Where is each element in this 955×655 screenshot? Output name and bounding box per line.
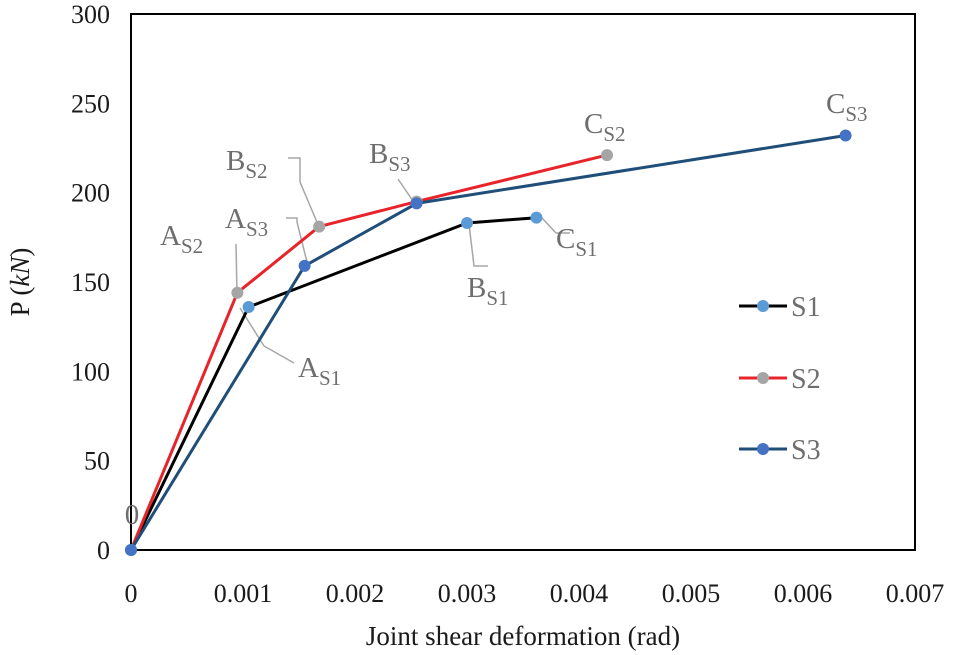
x-tick-label: 0 — [125, 579, 138, 608]
plot-frame — [130, 13, 916, 551]
data-point-s3 — [839, 129, 852, 142]
point-label-c-s2: CS2 — [584, 108, 626, 146]
y-tick-label: 100 — [71, 357, 110, 386]
x-axis-title: Joint shear deformation (rad) — [366, 621, 680, 651]
point-label-c-s1: CS1 — [556, 223, 598, 261]
annotation-leader — [468, 223, 488, 267]
point-label-a-s1: AS1 — [298, 352, 341, 390]
point-label-b-s3: BS3 — [369, 138, 411, 176]
x-tick-label: 0.006 — [774, 579, 833, 608]
y-axis-ticks: 0 50 100 150 200 250 300 — [71, 0, 110, 565]
legend-label-s1: S1 — [791, 292, 821, 323]
annotation-leader — [235, 243, 238, 295]
y-tick-label: 300 — [71, 0, 110, 29]
point-label-b-s1: BS1 — [467, 272, 509, 310]
x-tick-label: 0.003 — [438, 579, 497, 608]
series-line-s3 — [129, 134, 846, 551]
y-tick-label: 200 — [71, 179, 110, 208]
x-axis-ticks: 0 0.001 0.002 0.003 0.004 0.005 0.006 0.007 — [125, 579, 945, 608]
data-point-s1 — [530, 211, 543, 224]
x-tick-label: 0.002 — [326, 579, 385, 608]
point-label-c-s3: CS3 — [826, 88, 868, 126]
data-point-s2 — [313, 220, 326, 233]
data-point-s1 — [242, 301, 255, 314]
data-point-s2 — [601, 149, 613, 162]
data-point-s3 — [125, 544, 137, 556]
legend-marker-s2 — [757, 372, 769, 384]
y-tick-label: 50 — [84, 447, 110, 476]
y-tick-label: 250 — [71, 89, 110, 118]
plot-area — [130, 13, 916, 551]
point-label-b-s2: BS2 — [226, 145, 268, 183]
point-label-a-s2: AS2 — [160, 220, 203, 258]
annotation-leader — [288, 157, 320, 228]
data-point-s1 — [461, 217, 473, 230]
point-annotations: AS1 BS1 CS1 AS2 BS2 CS2 AS3 BS3 CS3 — [160, 88, 868, 390]
data-point-s3 — [298, 259, 311, 272]
annotation-leader — [541, 217, 570, 234]
y-tick-label: 150 — [71, 268, 110, 297]
point-label-a-s3: AS3 — [225, 203, 268, 241]
legend-label-s3: S3 — [791, 435, 821, 466]
x-tick-label: 0.005 — [662, 579, 721, 608]
series-markers — [125, 129, 852, 556]
x-tick-label: 0.001 — [214, 579, 273, 608]
annotation-leaders — [235, 157, 570, 364]
x-tick-label: 0.007 — [886, 579, 945, 608]
legend: S1 S2 S3 — [739, 292, 821, 466]
legend-marker-s3 — [757, 443, 769, 455]
x-tick-label: 0.004 — [550, 579, 609, 608]
origin-label: 0 — [125, 499, 140, 531]
series-line-s1 — [129, 216, 537, 551]
y-axis-title: P (kN) — [5, 248, 35, 317]
data-point-s3 — [410, 197, 423, 210]
series-lines — [129, 134, 846, 551]
data-point-s2 — [231, 286, 244, 299]
y-tick-label: 0 — [97, 536, 110, 565]
annotation-leader — [239, 307, 295, 364]
legend-marker-s1 — [757, 300, 769, 312]
legend-label-s2: S2 — [791, 364, 821, 395]
annotation-leader — [286, 217, 309, 267]
